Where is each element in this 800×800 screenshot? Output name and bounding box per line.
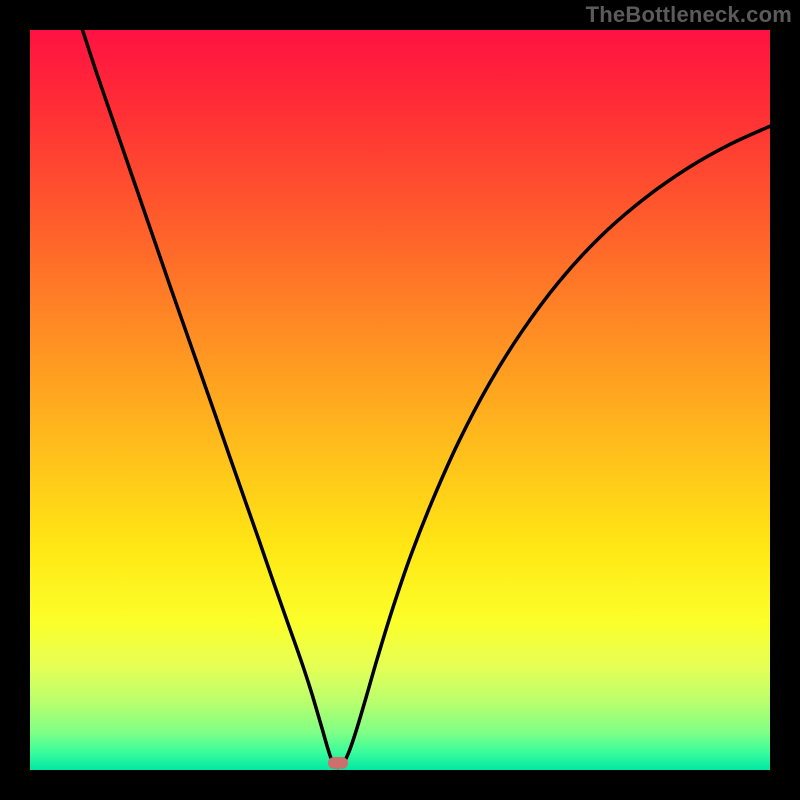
minimum-marker — [328, 757, 348, 769]
chart-frame: TheBottleneck.com — [0, 0, 800, 800]
watermark-text: TheBottleneck.com — [586, 2, 792, 28]
bottleneck-curve — [30, 30, 770, 770]
plot-area — [30, 30, 770, 770]
